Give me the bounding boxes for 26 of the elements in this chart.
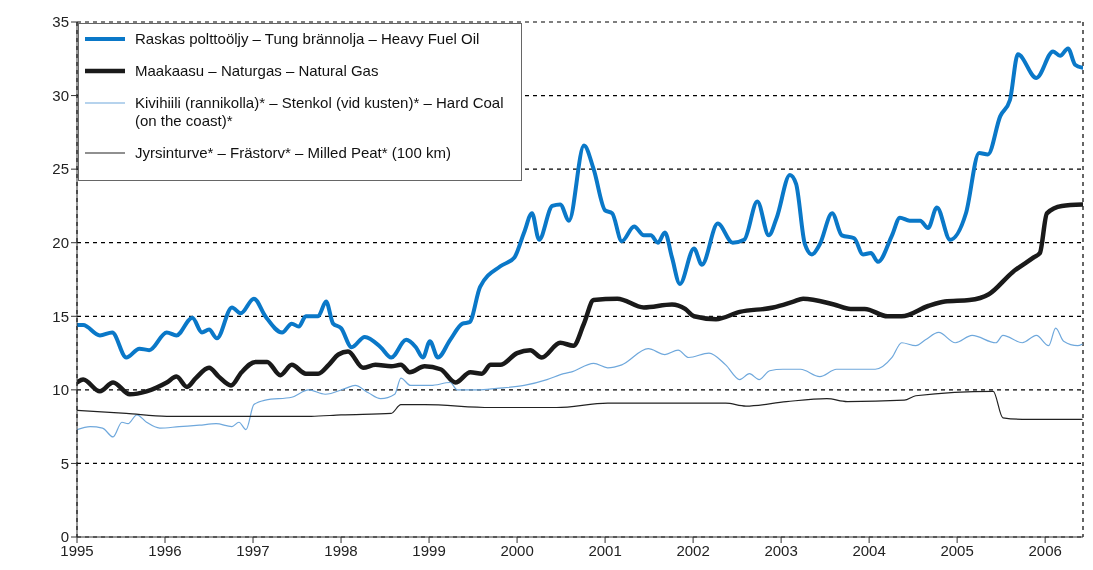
y-tick-label: 5 <box>60 454 69 472</box>
x-tick-label: 1998 <box>324 541 358 559</box>
y-tick-label: 10 <box>52 381 69 399</box>
y-tick-label: 20 <box>52 234 69 252</box>
x-tick-label: 2000 <box>500 541 534 559</box>
line-series <box>77 327 1083 438</box>
x-tick-label: 2006 <box>1028 541 1062 559</box>
x-tick-label: 2003 <box>764 541 798 559</box>
x-tick-label: 2004 <box>852 541 886 559</box>
y-tick-label: 35 <box>52 13 69 31</box>
x-tick-label: 2005 <box>940 541 974 559</box>
legend-label: Raskas polttoöljy – Tung brännolja – Heavy Fuel Oil <box>135 30 480 48</box>
x-tick-label: 1996 <box>148 541 182 559</box>
y-tick-label: 25 <box>52 160 69 178</box>
line-series <box>77 202 1083 397</box>
line-series <box>77 46 1083 360</box>
legend-label: Maakaasu – Naturgas – Natural Gas <box>135 62 379 80</box>
y-tick-label: 15 <box>52 307 69 325</box>
x-tick-label: 1997 <box>236 541 270 559</box>
y-tick-label: 30 <box>52 86 69 104</box>
x-tick-label: 1999 <box>412 541 446 559</box>
legend-label: Jyrsinturve* – Frästorv* – Milled Peat* (100 km) <box>135 144 451 162</box>
line-series <box>77 390 1083 420</box>
x-tick-label: 2002 <box>676 541 710 559</box>
legend-label: Kivihiili (rannikolla)* – Stenkol (vid kusten)* – Hard Coal (on the coast)* <box>135 94 505 130</box>
x-tick-label: 2001 <box>588 541 622 559</box>
